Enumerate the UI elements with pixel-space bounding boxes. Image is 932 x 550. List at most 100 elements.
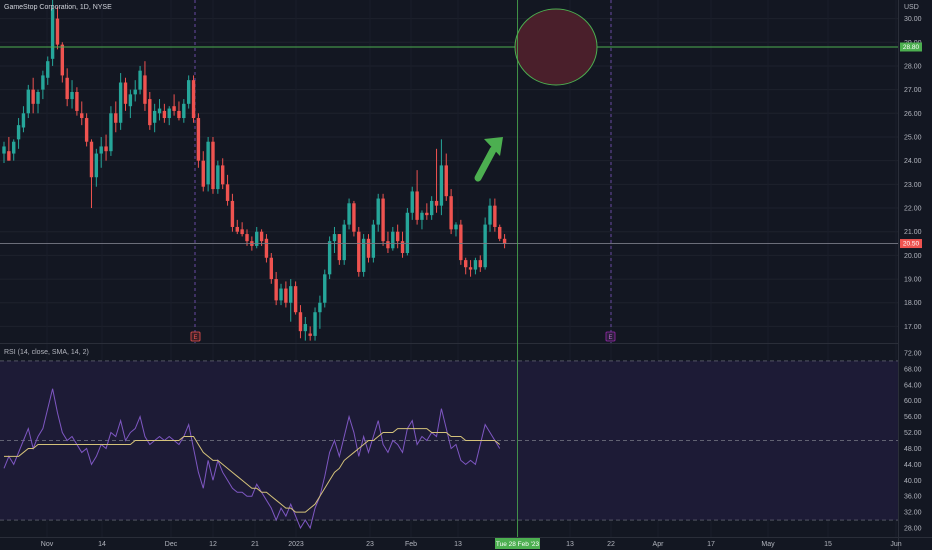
candle-body xyxy=(429,200,434,216)
candle-body xyxy=(386,241,390,249)
candle xyxy=(99,136,103,168)
rsi-title: RSI (14, close, SMA, 14, 2) xyxy=(4,349,89,356)
candle xyxy=(235,219,239,235)
candle xyxy=(293,281,298,315)
candle-body xyxy=(16,125,21,140)
candle xyxy=(366,234,371,263)
candle-body xyxy=(138,70,142,90)
candle-body xyxy=(410,191,414,213)
candle-body xyxy=(245,234,249,242)
candle-body xyxy=(65,77,69,100)
currency-label: USD xyxy=(904,4,919,11)
candle-body xyxy=(75,91,79,111)
candle-body xyxy=(26,89,30,114)
candle xyxy=(46,56,50,85)
candle-body xyxy=(488,205,492,225)
time-tick-label: May xyxy=(761,541,775,548)
rsi-tick-label: 56.00 xyxy=(904,414,922,421)
candle-body xyxy=(313,312,317,336)
candle xyxy=(123,77,128,111)
candle-body xyxy=(347,203,351,225)
candle xyxy=(41,70,45,100)
candle xyxy=(415,170,419,225)
candle xyxy=(502,234,507,249)
candle-body xyxy=(444,165,448,197)
candle xyxy=(498,224,502,242)
time-tick-label: 15 xyxy=(824,541,832,548)
candle xyxy=(172,94,176,116)
time-tick-label: Apr xyxy=(653,541,665,548)
dividend-marker[interactable]: E xyxy=(605,331,616,342)
candle-body xyxy=(381,198,385,242)
candle-body xyxy=(454,224,458,230)
candle-body xyxy=(36,91,40,104)
candle-body xyxy=(332,234,337,242)
candle xyxy=(493,198,497,232)
candle-body xyxy=(55,18,60,45)
price-tick-label: 18.00 xyxy=(904,300,922,307)
candle xyxy=(152,103,157,133)
candle-body xyxy=(473,260,478,270)
candle xyxy=(376,193,380,232)
rsi-axis[interactable]: 72.00 68.00 64.00 60.00 56.00 52.00 48.00 44.00… xyxy=(904,350,922,532)
rsi-tick-label: 36.00 xyxy=(904,494,922,501)
candle-body xyxy=(323,274,327,303)
candle xyxy=(313,307,317,341)
candle xyxy=(26,84,30,119)
rsi-tick-label: 44.00 xyxy=(904,462,922,469)
candle xyxy=(201,151,205,192)
time-axis[interactable]: Nov 14 Dec 12 21 2023 23 Feb 13 13 22 Apr 17 May 15 Jun xyxy=(41,541,902,548)
candle xyxy=(157,99,162,121)
time-tick-label: 2023 xyxy=(288,541,304,548)
candle-body xyxy=(366,238,371,258)
candle-body xyxy=(357,231,361,272)
svg-text:28.80: 28.80 xyxy=(903,44,920,51)
candle xyxy=(386,231,390,254)
candle-body xyxy=(104,146,108,152)
earnings-marker[interactable]: E xyxy=(190,331,201,342)
rsi-tick-label: 32.00 xyxy=(904,510,922,517)
arrow-up-icon[interactable] xyxy=(474,137,503,182)
candle-body xyxy=(284,288,288,303)
candle xyxy=(128,89,133,119)
candle-body xyxy=(225,184,230,201)
candle xyxy=(405,208,410,256)
candle xyxy=(473,257,478,275)
candle-body xyxy=(211,141,215,190)
price-tick-label: 23.00 xyxy=(904,182,922,189)
candle xyxy=(425,203,429,220)
candle-body xyxy=(172,106,176,111)
candle xyxy=(94,148,99,187)
hline-price-badge: 28.80 xyxy=(900,42,922,52)
candle xyxy=(279,283,283,306)
candle xyxy=(488,198,492,232)
candle-body xyxy=(143,75,147,104)
candle-body xyxy=(493,205,497,227)
candle-body xyxy=(94,153,99,178)
price-tick-label: 21.00 xyxy=(904,229,922,236)
candle xyxy=(420,210,424,230)
candle xyxy=(303,316,308,341)
candle-body xyxy=(483,224,487,268)
candle-body xyxy=(182,103,186,119)
candle-body xyxy=(498,226,502,239)
time-tick-label: 23 xyxy=(366,541,374,548)
candle-body xyxy=(318,302,322,313)
candle xyxy=(196,113,201,168)
candle-body xyxy=(2,146,6,154)
candle-body xyxy=(46,61,50,78)
candle xyxy=(284,281,288,308)
candle xyxy=(255,226,259,249)
candle xyxy=(449,189,453,235)
price-axis[interactable]: 30.0029.0028.0027.0026.0025.0024.0023.00… xyxy=(904,16,922,331)
price-tick-label: 19.00 xyxy=(904,277,922,284)
ellipse-drawing[interactable] xyxy=(514,8,598,86)
candle xyxy=(391,226,395,251)
candle-body xyxy=(395,231,400,242)
candle-body xyxy=(371,224,376,258)
candle xyxy=(84,113,89,147)
candle-body xyxy=(186,80,191,104)
time-tick-label: 17 xyxy=(707,541,715,548)
candle-body xyxy=(289,286,293,303)
